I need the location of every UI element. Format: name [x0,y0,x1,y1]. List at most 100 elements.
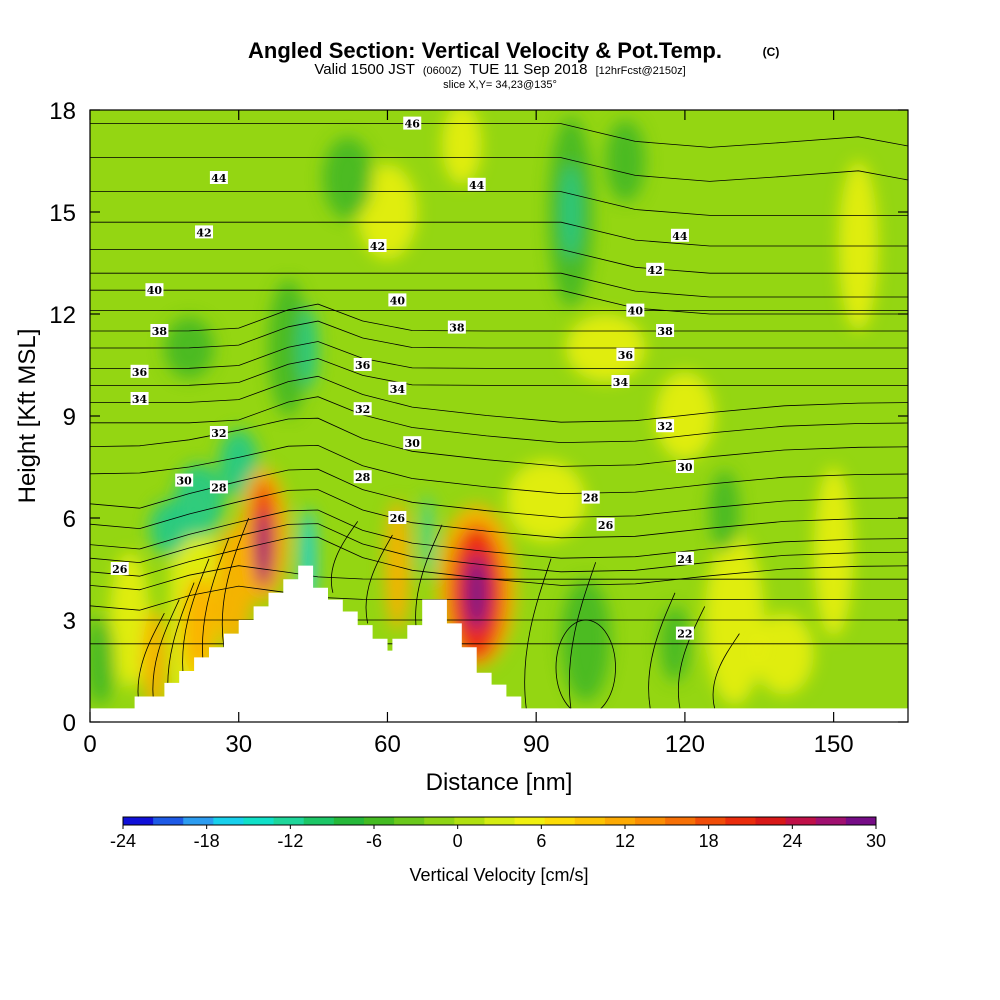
isentrope-label-text: 34 [613,376,629,389]
velocity-patch [506,460,586,542]
isentrope-label: 26 [388,511,407,525]
isentrope-30 [90,468,908,518]
y-tick-label: 3 [63,608,76,635]
y-axis-label: Height [Kft MSL] [14,329,41,504]
isentrope-label: 40 [145,283,164,297]
velocity-patch [655,371,715,461]
colorbar-swatch [183,817,214,825]
isentrope-label-text: 38 [657,325,673,338]
isentrope-26 [90,536,908,586]
isentrope-label-text: 40 [628,305,644,318]
isentrope-label: 38 [447,320,466,335]
colorbar-swatch [544,817,576,825]
colorbar: -24 -18 -12 -6 0 6 12 18 24 30 [110,816,886,851]
isentrope-42 [90,249,908,274]
isentrope-label: 40 [626,303,645,318]
colorbar-swatch [213,817,244,825]
isentrope-label-text: 26 [112,563,128,576]
velocity-patch [268,280,309,416]
subtitle-forecast: [12hrFcst@2150z] [596,65,686,77]
isentrope-label-text: 42 [196,226,211,239]
isentrope-low [677,606,706,709]
isentrope-31 [90,444,908,495]
velocity-patch [560,164,581,260]
isentrope-label-text: 30 [677,461,693,474]
isentrope-label-text: 32 [657,420,672,433]
colorbar-tick-label: 30 [866,831,886,851]
colorbar-swatch [514,817,546,825]
isentrope-low [365,534,393,624]
colorbar-swatch [394,817,425,825]
isentrope-low [568,562,597,709]
isentrope-label: 46 [403,116,422,131]
x-tick-label: 0 [83,731,96,758]
colorbar-swatch [273,817,305,825]
colorbar-swatch [243,817,274,825]
isentrope-label-text: 44 [469,179,485,192]
isentrope-label-text: 24 [677,553,693,566]
isentrope-label: 44 [209,171,228,185]
colorbar-swatch [755,817,787,825]
isentrope-label-text: 26 [598,519,614,532]
isentrope-27 [90,523,908,573]
isentrope-label: 42 [368,239,387,253]
isentrope-40 [90,289,908,315]
x-tick-label: 30 [225,731,252,758]
colorbar-swatch [424,817,455,825]
isentrope-label-text: 38 [449,322,465,335]
colorbar-swatch [815,817,847,825]
isentrope-low [152,599,180,709]
isentrope-label: 32 [656,419,675,433]
isentrope-43 [90,221,908,247]
colorbar-swatch [845,817,877,825]
colorbar-tick-label: -6 [366,831,382,851]
colorbar-swatch [484,817,515,825]
isentrope-label-text: 32 [355,403,370,416]
y-tick-label: 12 [49,302,76,329]
velocity-patch [605,120,646,202]
y-tick-label: 0 [63,710,76,737]
colorbar-label: Vertical Velocity [cm/s] [409,865,588,885]
isentrope-label-text: 36 [618,349,634,362]
y-tick-label: 6 [63,506,76,533]
terrain [90,565,908,722]
isentrope-label: 26 [110,562,129,576]
isentrope-37 [90,320,908,349]
x-tick-label: 60 [374,731,401,758]
isentrope-labels: 46 44 44 44 42 42 42 40 40 40 38 38 38 36 36 36 34 34 34 32… [110,116,694,641]
isentrope-label: 30 [403,436,422,450]
velocity-patch [754,613,814,695]
colorbar-frame [122,816,877,826]
isentrope-label: 26 [596,517,615,532]
y-tick-label: 18 [49,98,76,125]
isentrope-label-text: 28 [211,481,227,494]
isentrope-label-text: 32 [211,427,226,440]
isentrope-label-text: 30 [177,475,193,488]
isentrope-label-text: 36 [132,366,148,379]
velocity-patch [709,470,740,552]
colorbar-tick-label: 0 [453,831,463,851]
isentrope-label-text: 36 [355,359,371,372]
isentrope-24 [90,585,908,611]
colorbar-swatch [333,817,365,825]
isentrope-label-text: 34 [390,383,406,396]
isentrope-label-text: 30 [405,437,421,450]
isentrope-low [712,633,740,709]
slice-label: slice X,Y= 34,23@135° [443,79,557,91]
isentrope-label: 34 [388,381,407,396]
isentrope-label: 36 [353,358,372,372]
velocity-patch [423,494,432,576]
velocity-field [90,110,879,722]
velocity-patch [560,579,611,702]
colorbar-swatch [363,817,395,825]
colorbar-swatch [635,817,666,825]
velocity-patch [441,110,482,185]
y-tick-label: 15 [49,200,76,227]
isentrope-low [648,592,676,709]
colorbar-tick-label: -18 [194,831,220,851]
isentrope-32 [90,417,908,467]
isentrope-label-text: 26 [390,512,406,525]
velocity-patch [142,609,167,712]
isentrope-low [524,558,552,709]
isentrope-label-text: 44 [211,172,227,185]
